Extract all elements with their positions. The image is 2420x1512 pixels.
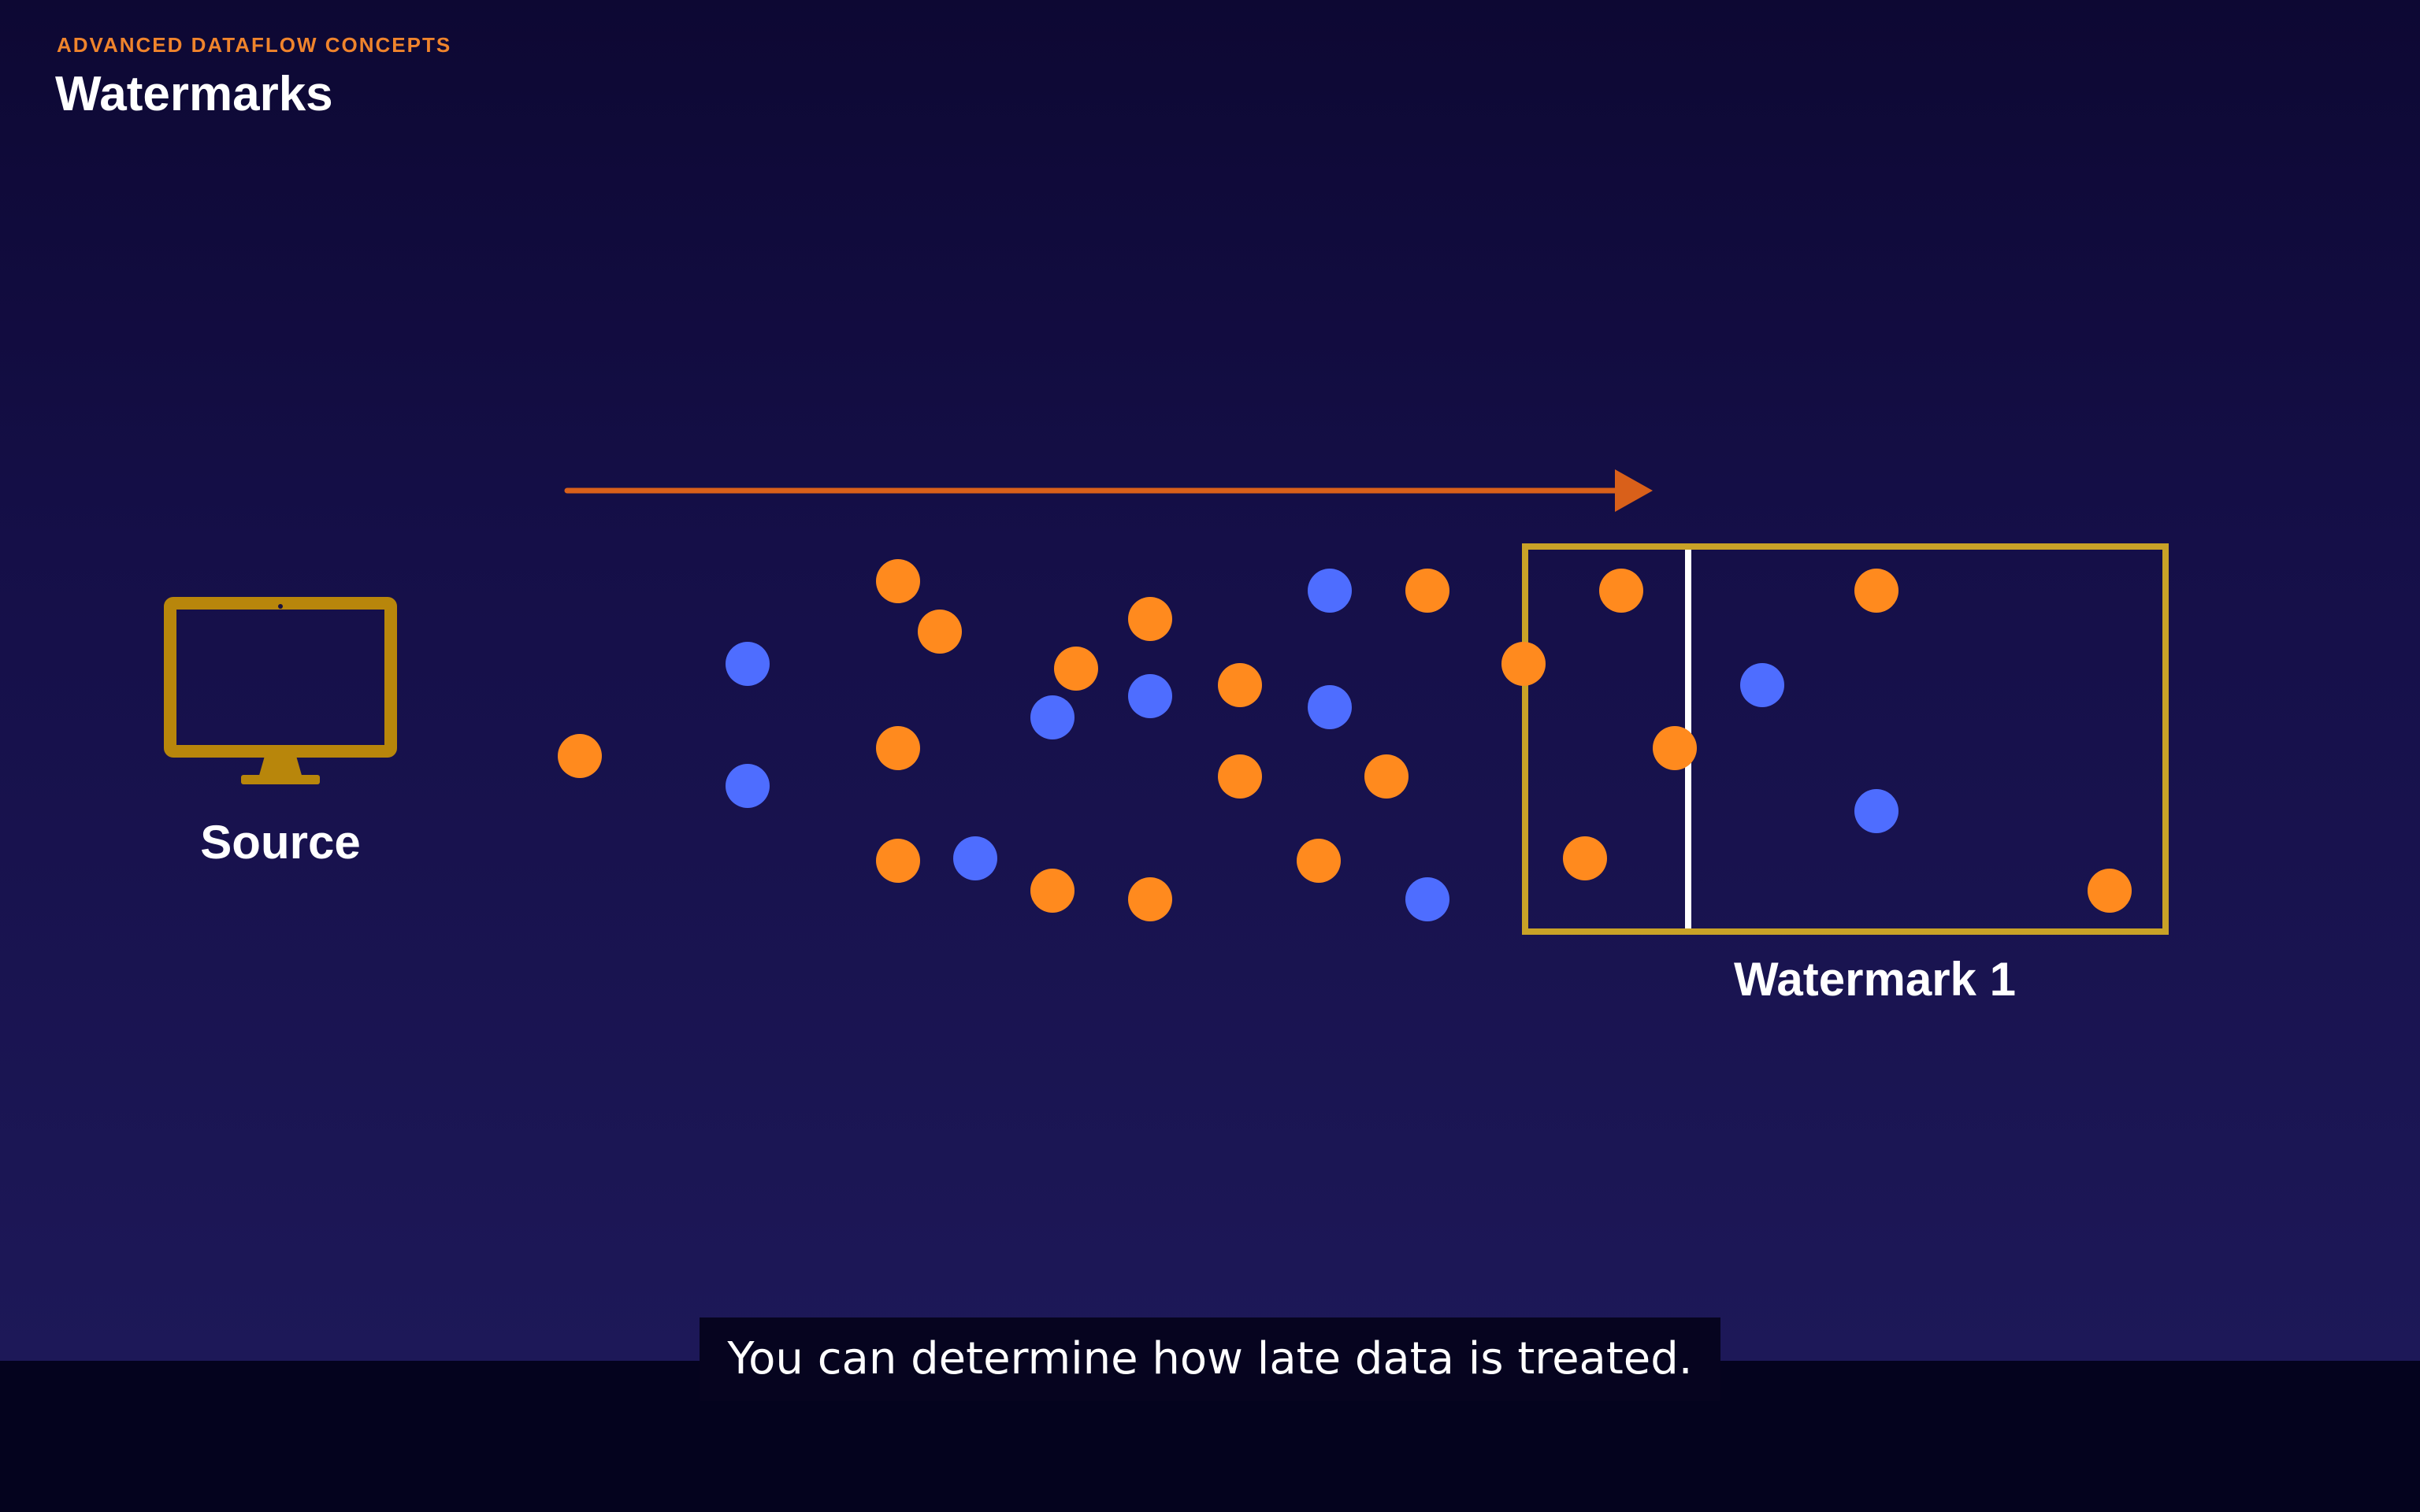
monitor-camera — [278, 604, 283, 609]
event-dot-orange — [1854, 569, 1899, 613]
section-eyebrow: ADVANCED DATAFLOW CONCEPTS — [57, 33, 452, 57]
watermark-window-border — [1522, 543, 2169, 935]
event-dot-blue — [726, 642, 770, 686]
monitor-screen — [164, 597, 397, 758]
source-label: Source — [200, 816, 360, 869]
event-dot-orange — [876, 839, 920, 883]
watermark-diagram: Source Watermark 1 — [164, 469, 2169, 1006]
event-dot-orange — [1218, 663, 1262, 707]
monitor-icon — [164, 597, 397, 784]
event-dot-orange — [1218, 754, 1262, 799]
event-dot-blue — [1128, 674, 1172, 718]
event-dot-orange — [2088, 869, 2132, 913]
monitor-base — [241, 775, 320, 784]
time-arrow — [564, 469, 1653, 512]
slide-title: Watermarks — [55, 67, 333, 121]
event-dot-orange — [1128, 597, 1172, 641]
event-dot-blue — [1030, 695, 1075, 739]
time-arrow-head — [1615, 469, 1653, 512]
subtitle-caption: You can determine how late data is treat… — [700, 1317, 1720, 1401]
event-dot-orange — [1030, 869, 1075, 913]
event-dot-orange — [558, 734, 602, 778]
watermark-label: Watermark 1 — [1734, 953, 2016, 1006]
event-dot-orange — [1501, 642, 1546, 686]
event-dot-blue — [1308, 569, 1352, 613]
event-dot-orange — [1405, 569, 1449, 613]
event-dot-orange — [1563, 836, 1607, 880]
event-dot-orange — [1054, 647, 1098, 691]
event-dot-blue — [1308, 685, 1352, 729]
event-dot-orange — [1364, 754, 1409, 799]
event-dot-blue — [1740, 663, 1784, 707]
event-dot-orange — [1599, 569, 1643, 613]
monitor-neck — [258, 756, 302, 778]
event-dot-blue — [1405, 877, 1449, 921]
event-dot-orange — [1653, 726, 1697, 770]
event-dot-orange — [876, 726, 920, 770]
event-dot-orange — [1297, 839, 1341, 883]
video-frame: ADVANCED DATAFLOW CONCEPTS Watermarks So… — [0, 0, 2420, 1361]
event-dot-orange — [918, 610, 962, 654]
event-dot-orange — [876, 559, 920, 603]
event-dot-blue — [1854, 789, 1899, 833]
event-dot-blue — [726, 764, 770, 808]
event-dot-orange — [1128, 877, 1172, 921]
event-dot-blue — [953, 836, 997, 880]
event-dots — [558, 559, 2132, 921]
